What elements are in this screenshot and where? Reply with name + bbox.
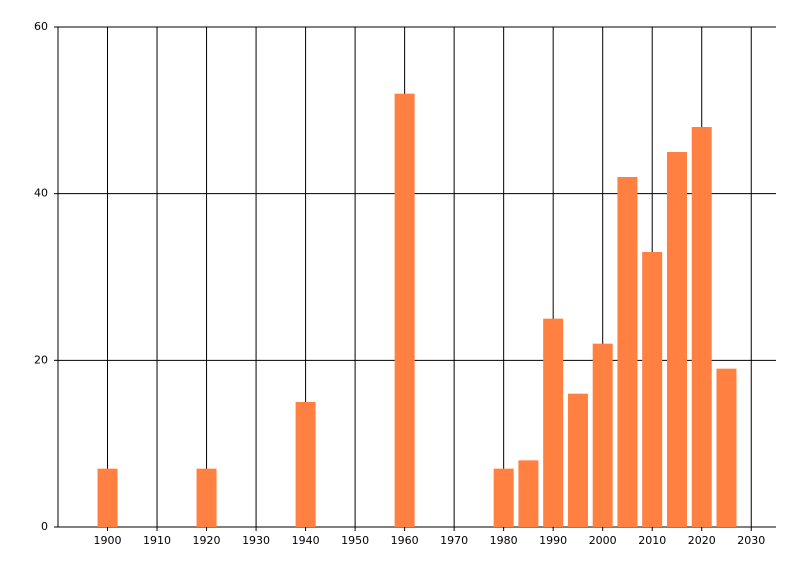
bar <box>196 468 217 527</box>
x-tick-label: 2000 <box>589 534 617 547</box>
bar <box>617 177 638 527</box>
y-tick-label: 0 <box>41 520 48 533</box>
bar <box>518 460 539 527</box>
bar <box>543 318 564 527</box>
x-tick-label: 1990 <box>539 534 567 547</box>
x-tick-label: 2020 <box>688 534 716 547</box>
y-tick-label: 20 <box>34 353 48 366</box>
x-tick-label: 1950 <box>341 534 369 547</box>
bar <box>493 468 514 527</box>
x-tick-label: 2030 <box>737 534 765 547</box>
x-tick-label: 1980 <box>490 534 518 547</box>
x-tick-label: 1960 <box>391 534 419 547</box>
y-tick-label: 40 <box>34 187 48 200</box>
bar <box>567 393 588 527</box>
x-tick-label: 1970 <box>440 534 468 547</box>
bar <box>394 93 415 528</box>
bar <box>295 402 316 527</box>
bar <box>716 368 737 527</box>
x-tick-label: 1930 <box>242 534 270 547</box>
x-tick-label: 1920 <box>193 534 221 547</box>
bar <box>97 468 118 527</box>
bar <box>642 252 663 527</box>
x-tick-label: 1900 <box>94 534 122 547</box>
x-tick-label: 1940 <box>292 534 320 547</box>
y-tick-label: 60 <box>34 20 48 33</box>
bar <box>592 343 613 527</box>
x-tick-label: 2010 <box>638 534 666 547</box>
bar <box>691 127 712 527</box>
x-tick-label: 1910 <box>143 534 171 547</box>
bar <box>666 152 687 527</box>
